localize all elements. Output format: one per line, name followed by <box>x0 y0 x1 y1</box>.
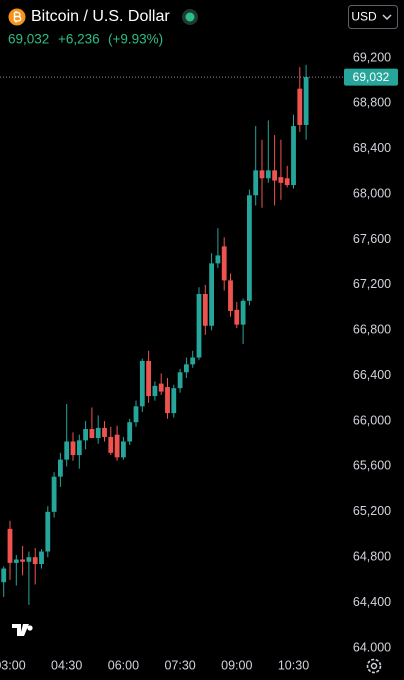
candle-body <box>70 441 76 456</box>
candle-body <box>95 427 101 439</box>
candle-body <box>51 476 57 512</box>
candle-body <box>259 170 265 179</box>
y-tick-label: 65,200 <box>353 504 391 518</box>
candle-body <box>83 429 88 441</box>
candle-body <box>45 511 51 552</box>
candle-body <box>202 293 208 326</box>
candle-body <box>133 406 139 423</box>
candle-body <box>278 177 284 183</box>
candle-body <box>1 568 7 583</box>
candle-body <box>265 170 271 179</box>
candle-body <box>76 440 82 456</box>
candle-body <box>26 557 32 562</box>
x-tick-label: 07:30 <box>164 658 195 672</box>
candle-body <box>247 195 252 301</box>
y-tick-label: 68,400 <box>353 141 391 155</box>
candle-body <box>297 88 303 125</box>
candle-body <box>7 528 13 563</box>
y-tick-label: 64.000 <box>353 640 391 654</box>
candle-body <box>165 387 170 414</box>
candle-body <box>171 388 177 414</box>
candle-body <box>32 557 38 565</box>
x-tick-label: 03:00 <box>0 658 26 672</box>
x-tick-label: 04:30 <box>51 658 82 672</box>
y-tick-label: 69,200 <box>353 50 391 64</box>
candle-body <box>39 551 44 565</box>
candle-body <box>196 293 202 358</box>
symbol-title: Bitcoin / U.S. Dollar <box>31 8 170 25</box>
tv-logo-dot <box>27 625 33 631</box>
candle-body <box>221 246 227 281</box>
candle-body <box>190 357 196 365</box>
dropdown-arrow[interactable] <box>382 14 392 21</box>
y-tick-label: 66,400 <box>353 368 391 382</box>
candle-body <box>114 434 120 458</box>
candle-body <box>127 422 133 442</box>
settings-icon-center[interactable] <box>370 662 378 670</box>
candle-body <box>228 280 233 312</box>
settings-icon[interactable] <box>366 658 382 674</box>
x-tick-label: 09:00 <box>221 658 252 672</box>
candle-body <box>20 559 25 562</box>
y-tick-label: 65,600 <box>353 459 391 473</box>
last-price-tag <box>344 68 398 86</box>
candle-body <box>158 383 164 392</box>
candle-body <box>184 364 189 373</box>
candle-body <box>303 77 309 125</box>
candle-body <box>177 372 183 389</box>
candle-body <box>291 126 296 186</box>
candle-body <box>209 263 214 326</box>
price-change: +6,236 <box>58 32 100 47</box>
candle-body <box>253 170 259 196</box>
market-status <box>185 12 195 22</box>
y-tick-label: 64,800 <box>353 550 391 564</box>
candle-body <box>240 300 246 325</box>
candle-body <box>58 459 63 477</box>
y-tick-label: 66,000 <box>353 413 391 427</box>
candle-body <box>108 436 114 453</box>
candle-body <box>13 559 19 563</box>
candle-body <box>234 309 240 325</box>
x-tick-label: 06:00 <box>108 658 139 672</box>
currency[interactable]: USD <box>351 10 377 24</box>
last-price: 69,032 <box>8 32 49 47</box>
candle-body <box>121 441 126 458</box>
currency-button[interactable] <box>348 5 398 29</box>
y-tick-label: 66,800 <box>353 323 391 337</box>
y-tick-label: 67,200 <box>353 277 391 291</box>
x-tick-label: 10:30 <box>278 658 309 672</box>
y-tick-label: 64,400 <box>353 595 391 609</box>
coin-glyph <box>13 11 22 23</box>
candle-body <box>102 427 107 437</box>
plot: 64.000 64,400 64,800 65,200 65,600 66,000 66,4… <box>0 50 398 672</box>
last-price-label: 69,032 <box>353 70 390 84</box>
y-tick-label: 68,800 <box>353 96 391 110</box>
y-tick-label: 68,000 <box>353 186 391 200</box>
y-tick-label: 67,600 <box>353 232 391 246</box>
candle-body <box>215 255 221 264</box>
candle-body <box>64 441 70 460</box>
candle-body <box>152 385 158 397</box>
candle-body <box>272 170 277 181</box>
price-change-percent: (+9.93%) <box>108 32 163 47</box>
candle-body <box>89 429 95 439</box>
tv-logo <box>12 624 29 636</box>
candle-body <box>146 360 151 397</box>
candle-body <box>284 178 290 186</box>
candle-body <box>139 360 145 407</box>
